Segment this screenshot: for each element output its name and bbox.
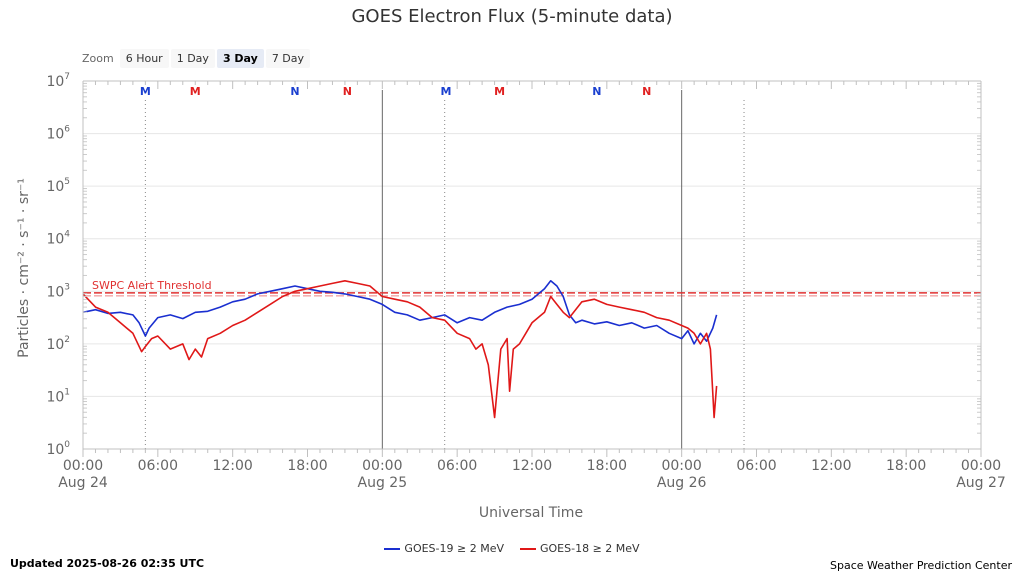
x-tick-label: 18:00 xyxy=(287,458,327,474)
legend-item-goes19[interactable]: GOES-19 ≥ 2 MeV xyxy=(384,542,504,555)
y-tick-label: 107 xyxy=(46,72,70,90)
x-date-label: Aug 27 xyxy=(956,475,1006,491)
series-goes18-line xyxy=(82,280,718,419)
zoom-label: Zoom xyxy=(82,52,114,65)
y-tick-label: 102 xyxy=(46,335,70,353)
y-axis-label: Particles · cm⁻² · s⁻¹ · sr⁻¹ xyxy=(16,178,32,358)
x-date-label: Aug 24 xyxy=(58,475,108,491)
marker-m: M xyxy=(494,85,505,98)
x-date-label: Aug 26 xyxy=(657,475,707,491)
threshold-label: SWPC Alert Threshold xyxy=(92,279,212,292)
y-tick-label: 105 xyxy=(46,177,70,195)
x-tick-label: 12:00 xyxy=(811,458,851,474)
zoom-6-hour-button[interactable]: 6 Hour xyxy=(119,49,169,68)
chart-series xyxy=(82,280,718,419)
x-axis-label: Universal Time xyxy=(479,505,583,521)
marker-n: N xyxy=(290,85,299,98)
marker-n: N xyxy=(592,85,601,98)
marker-m: M xyxy=(440,85,451,98)
x-tick-label: 18:00 xyxy=(587,458,627,474)
y-tick-label: 104 xyxy=(46,230,70,248)
plot-area xyxy=(83,81,981,449)
marker-m: M xyxy=(190,85,201,98)
alert-threshold: SWPC Alert Threshold xyxy=(83,279,981,297)
x-tick-label: 00:00 xyxy=(63,458,103,474)
zoom-7-day-button[interactable]: 7 Day xyxy=(265,49,311,68)
x-tick-label: 12:00 xyxy=(512,458,552,474)
x-date-label: Aug 25 xyxy=(358,475,408,491)
y-tick-label: 101 xyxy=(46,387,70,405)
x-tick-label: 00:00 xyxy=(661,458,701,474)
x-tick-label: 12:00 xyxy=(212,458,252,474)
x-tick-label: 00:00 xyxy=(362,458,402,474)
updated-timestamp: Updated 2025-08-26 02:35 UTC xyxy=(10,557,205,570)
marker-n: N xyxy=(642,85,651,98)
chart-grid xyxy=(83,80,981,450)
x-tick-label: 06:00 xyxy=(138,458,178,474)
chart-vertical-lines xyxy=(144,90,745,449)
x-tick-label: 18:00 xyxy=(886,458,926,474)
series-goes19-line xyxy=(82,280,718,345)
marker-n: N xyxy=(343,85,352,98)
legend-swatch-goes18 xyxy=(520,547,536,550)
chart-legend: GOES-19 ≥ 2 MeV GOES-18 ≥ 2 MeV xyxy=(0,542,1024,555)
chart-title: GOES Electron Flux (5-minute data) xyxy=(351,6,673,27)
y-tick-label: 103 xyxy=(46,282,70,300)
y-tick-label: 106 xyxy=(46,125,70,143)
legend-item-goes18[interactable]: GOES-18 ≥ 2 MeV xyxy=(520,542,640,555)
x-tick-label: 06:00 xyxy=(736,458,776,474)
y-tick-label: 100 xyxy=(46,440,70,458)
zoom-1-day-button[interactable]: 1 Day xyxy=(170,49,215,68)
credit-text: Space Weather Prediction Center xyxy=(830,559,1012,572)
legend-label-goes19: GOES-19 ≥ 2 MeV xyxy=(404,542,504,555)
x-tick-label: 06:00 xyxy=(437,458,477,474)
zoom-controls: Zoom 6 Hour 1 Day 3 Day 7 Day xyxy=(82,49,311,68)
legend-label-goes18: GOES-18 ≥ 2 MeV xyxy=(540,542,640,555)
x-tick-label: 00:00 xyxy=(961,458,1001,474)
zoom-3-day-button[interactable]: 3 Day xyxy=(216,49,264,68)
legend-swatch-goes19 xyxy=(384,547,401,550)
marker-m: M xyxy=(140,85,151,98)
